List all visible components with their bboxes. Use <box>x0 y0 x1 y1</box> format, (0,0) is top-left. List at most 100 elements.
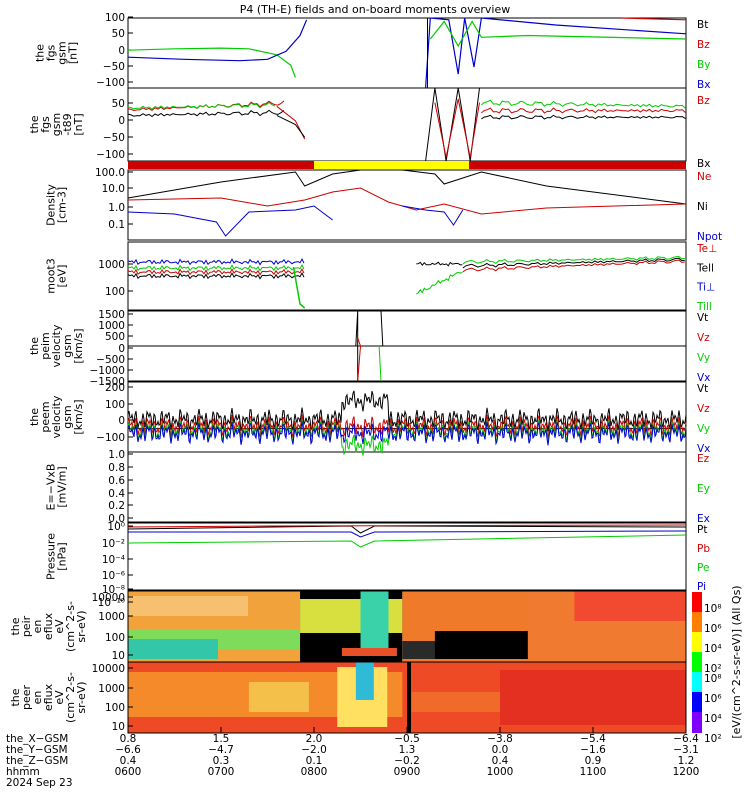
heatmap-cell <box>411 692 500 712</box>
y-tick-label: 0 <box>118 415 125 427</box>
y-axis-label: eV <box>53 619 66 634</box>
y-tick-label: −100 <box>96 77 125 89</box>
y-axis-label: en <box>31 691 44 705</box>
legend-entry: Te⊥ <box>696 243 717 255</box>
y-tick-label: 200 <box>105 382 125 394</box>
x-tick-label: 1.5 <box>213 733 230 745</box>
legend-entry: Vy <box>697 352 710 364</box>
y-tick-label: 10000 <box>92 592 125 604</box>
y-axis-label: eflux <box>42 612 55 640</box>
heatmap-cell <box>574 591 686 621</box>
y-axis-label: sr-eV) <box>75 681 88 713</box>
x-tick-label: −4.7 <box>208 744 234 756</box>
series-Till <box>127 264 305 272</box>
y-axis-label: moot3 <box>45 258 58 294</box>
heatmap-cell <box>128 596 248 616</box>
colorbar-tick: 10² <box>704 733 722 745</box>
legend-entry: Pt <box>697 524 707 536</box>
legend-entry: By <box>697 59 710 71</box>
y-axis-label: [km/s] <box>72 399 85 434</box>
heatmap-cell <box>407 662 411 733</box>
legend-entry: Vx <box>697 372 710 384</box>
x-row-label: hhmm <box>6 766 40 778</box>
y-axis-label: (cm^2-s- <box>64 601 77 652</box>
legend-entry: Till <box>696 301 712 313</box>
mode-bar-segment <box>128 161 314 169</box>
y-axis-label: eflux <box>42 683 55 711</box>
colorbar-band <box>692 632 702 653</box>
y-axis-label: gsm <box>50 113 63 136</box>
x-row-label: the_Y−GSM <box>6 744 68 756</box>
y-axis-label: gsm <box>56 41 69 64</box>
heatmap-cell <box>500 670 686 725</box>
x-tick-label: 2.0 <box>306 733 323 745</box>
legend-entry: Ti⊥ <box>696 282 715 294</box>
legend-entry: Vt <box>697 383 708 395</box>
x-tick-label: 0700 <box>208 766 235 778</box>
y-axis-label: [eV] <box>56 265 69 288</box>
legend-entry: Ni <box>697 201 708 213</box>
y-tick-label: 10⁰ <box>107 521 125 533</box>
y-tick-label: 1.0 <box>108 449 125 461</box>
y-axis-label: the <box>28 115 41 133</box>
heatmap-cell <box>402 641 443 659</box>
series-Te-perp-3 <box>462 259 685 273</box>
x-tick-label: −0.2 <box>394 755 420 767</box>
y-axis-label: the <box>28 337 41 355</box>
x-tick-label: 0800 <box>301 766 328 778</box>
y-axis-label: [nPa] <box>56 542 69 570</box>
legend-entry: Vt <box>697 312 708 324</box>
series-Bx-post <box>481 114 686 120</box>
series-By <box>127 47 296 78</box>
y-tick-label: 0 <box>118 45 125 57</box>
y-tick-label: 0 <box>118 343 125 355</box>
x-tick-label: −3.1 <box>673 744 699 756</box>
y-tick-label: 50 <box>112 98 125 110</box>
series-Ni <box>127 169 687 205</box>
y-tick-label: 10⁻¹⁰ <box>98 597 125 609</box>
panel-frame <box>127 87 687 162</box>
y-tick-label: 0.4 <box>108 488 125 500</box>
y-tick-label: 0.8 <box>108 462 125 474</box>
y-axis-label: Pressure <box>45 533 58 580</box>
x-tick-label: 0600 <box>115 766 142 778</box>
series-Till-3 <box>462 255 685 265</box>
x-tick-label: 0.3 <box>213 755 230 767</box>
y-tick-label: 100 <box>105 12 125 24</box>
y-axis-label: sr-eV) <box>75 610 88 642</box>
y-tick-label: 1000 <box>98 611 125 623</box>
colorbar-band <box>692 652 702 673</box>
series-Pi <box>128 530 687 538</box>
y-tick-label: 100 <box>105 632 125 644</box>
y-axis-label: eV <box>53 690 66 705</box>
series-Vt <box>127 390 687 432</box>
series-Npot-2 <box>402 205 464 226</box>
colorbar-tick: 10⁴ <box>704 713 722 725</box>
y-axis-label: peer <box>20 685 33 711</box>
series-Npot <box>127 205 333 237</box>
heatmap-cell <box>360 591 389 654</box>
x-tick-label: 0.4 <box>492 755 509 767</box>
legend-entry: Pe <box>697 562 709 574</box>
series-osc-red <box>434 98 480 158</box>
colorbar-band <box>692 612 702 633</box>
y-axis-label: [nT] <box>72 113 85 135</box>
y-tick-label: 10000 <box>92 663 125 675</box>
series-Bz <box>620 17 687 21</box>
y-axis-label: the <box>9 617 22 635</box>
series-Ne <box>127 187 687 215</box>
y-tick-label: 100.0 <box>95 167 125 179</box>
colorbar-band <box>692 672 702 693</box>
legend-entry: Pb <box>697 543 710 555</box>
series-Till-2 <box>416 271 463 295</box>
legend-entry: Bz <box>697 39 710 51</box>
y-axis-label: fgs <box>39 116 52 133</box>
y-axis-label: [cm-3] <box>56 187 69 223</box>
y-tick-label: 100 <box>105 286 125 298</box>
series-Vy <box>378 345 382 382</box>
x-tick-label: 0.1 <box>306 755 323 767</box>
y-axis-label: gsm <box>61 405 74 428</box>
y-tick-label: −500 <box>96 354 125 366</box>
x-tick-label: 1.3 <box>399 744 416 756</box>
